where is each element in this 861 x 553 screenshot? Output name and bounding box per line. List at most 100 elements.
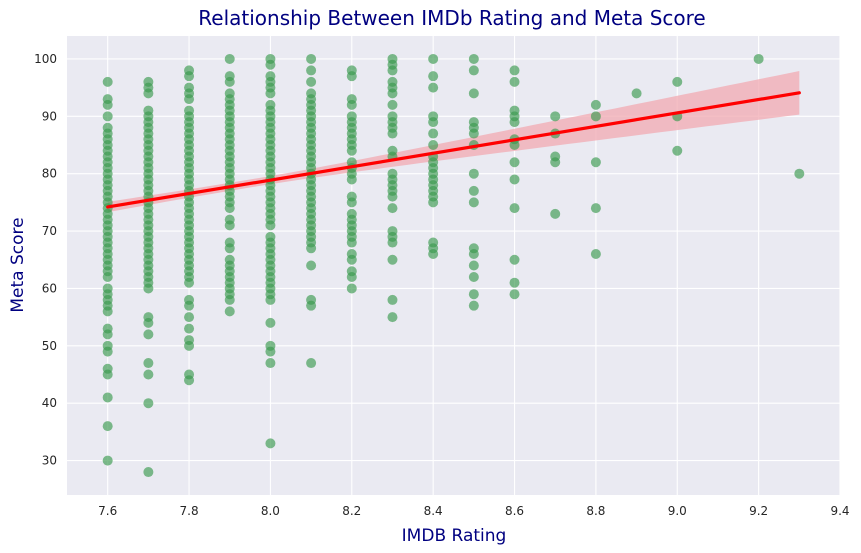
scatter-point [102,271,113,282]
scatter-point [102,369,113,380]
scatter-point [184,94,195,105]
scatter-point [224,294,235,305]
scatter-point [265,59,276,70]
scatter-point [468,168,479,179]
x-tick-label: 8.2 [342,504,361,518]
scatter-point [590,203,601,214]
scatter-point [468,249,479,260]
scatter-point [468,185,479,196]
scatter-point [590,99,601,110]
regression-line [106,91,801,209]
scatter-point [509,76,520,87]
scatter-point [550,208,561,219]
y-tick-label: 90 [42,109,57,123]
scatter-point [428,82,439,93]
scatter-point [143,467,154,478]
scatter-point [509,254,520,265]
scatter-point [468,53,479,64]
scatter-point [428,249,439,260]
scatter-point [468,260,479,271]
scatter-point [265,317,276,328]
scatter-point [468,289,479,300]
scatter-point [387,65,398,76]
scatter-point [346,254,357,265]
scatter-point [102,111,113,122]
scatter-point [184,277,195,288]
scatter-point [184,300,195,311]
x-tick-label: 9.4 [830,504,849,518]
scatter-point [428,197,439,208]
scatter-point [102,329,113,340]
x-tick-label: 8.4 [424,504,443,518]
y-axis-ticks: 30 40 50 60 70 80 90 100 [34,52,57,468]
scatter-point [265,88,276,99]
scatter-point [143,88,154,99]
scatter-point [509,277,520,288]
scatter-point [143,398,154,409]
scatter-point [509,117,520,128]
y-tick-label: 80 [42,167,57,181]
scatter-point [224,203,235,214]
scatter-point [184,312,195,323]
x-tick-label: 9.2 [749,504,768,518]
scatter-point [550,111,561,122]
scatter-point [143,329,154,340]
scatter-point [143,283,154,294]
scatter-point [428,128,439,139]
regression-line-layer [106,91,801,209]
y-tick-label: 100 [34,52,57,66]
scatter-point [428,71,439,82]
scatter-point [387,254,398,265]
scatter-point [102,99,113,110]
scatter-point [306,358,317,369]
scatter-point [428,117,439,128]
y-axis-label: Meta Score [8,217,28,312]
scatter-point [346,283,357,294]
scatter-point [631,88,642,99]
scatter-point [509,157,520,168]
scatter-point [265,346,276,357]
scatter-point [143,369,154,380]
scatter-point [387,203,398,214]
scatter-point [509,289,520,300]
scatter-point [143,317,154,328]
x-tick-label: 9.0 [668,504,687,518]
y-tick-label: 40 [42,396,57,410]
scatter-point [509,174,520,185]
y-tick-label: 70 [42,224,57,238]
chart-title: Relationship Between IMDb Rating and Met… [198,6,705,30]
scatter-point [468,300,479,311]
scatter-point [224,53,235,64]
scatter-point [346,197,357,208]
scatter-point [672,76,683,87]
x-tick-label: 7.8 [180,504,199,518]
scatter-point [224,306,235,317]
y-tick-label: 60 [42,281,57,295]
scatter-point [590,111,601,122]
scatter-point [306,300,317,311]
scatter-point [468,65,479,76]
scatter-point [346,145,357,156]
scatter-point [387,237,398,248]
scatter-point [387,294,398,305]
x-axis-ticks: 7.6 7.8 8.0 8.2 8.4 8.6 8.8 9.0 9.2 9.4 [98,504,849,518]
scatter-point [346,271,357,282]
scatter-point [672,145,683,156]
scatter-point [346,71,357,82]
x-tick-label: 7.6 [98,504,117,518]
scatter-point [265,358,276,369]
x-axis-label: IMDB Rating [402,526,507,546]
scatter-point [794,168,805,179]
scatter-point [346,174,357,185]
scatter-point [265,294,276,305]
scatter-point [184,71,195,82]
scatter-point [102,421,113,432]
scatter-point [468,271,479,282]
y-tick-label: 30 [42,454,57,468]
scatter-point [102,392,113,403]
scatter-point [509,203,520,214]
scatter-point [428,140,439,151]
scatter-point [387,128,398,139]
scatter-point [224,76,235,87]
